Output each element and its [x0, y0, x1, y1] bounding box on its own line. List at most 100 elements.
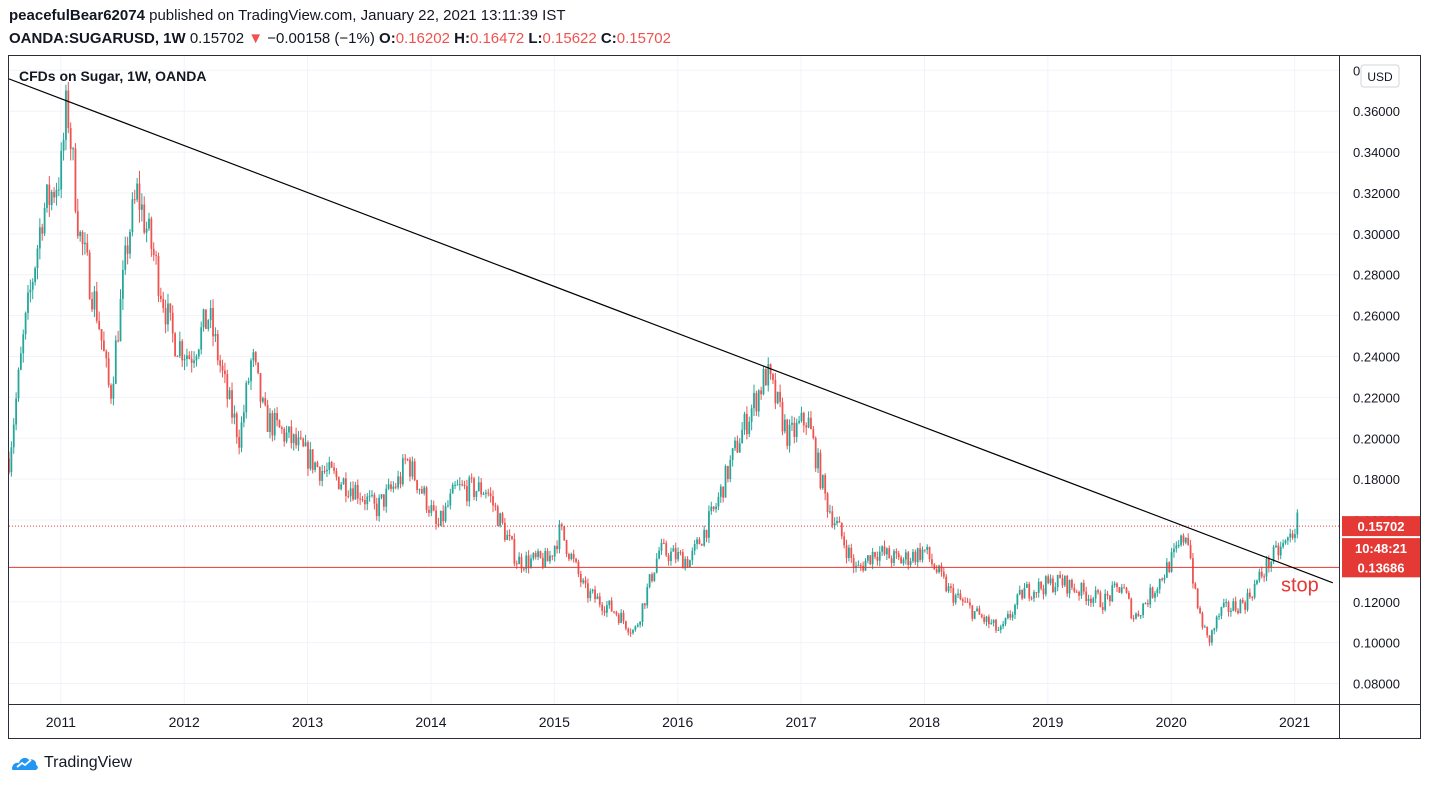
candle-body — [572, 553, 575, 559]
candle-body — [430, 505, 433, 513]
high-value: 0.16472 — [469, 30, 525, 47]
candle-body — [904, 552, 907, 560]
candle-body — [959, 593, 962, 600]
chart-frame[interactable]: stop0.380000.360000.340000.320000.300000… — [8, 55, 1421, 739]
candle-body — [271, 413, 274, 436]
candle-body — [541, 557, 544, 568]
candle-body — [22, 334, 25, 354]
candle-body — [1120, 587, 1123, 593]
candle-body — [1030, 598, 1033, 600]
author-name[interactable]: peacefulBear62074 — [9, 7, 145, 24]
candle-body — [1075, 591, 1078, 593]
candle-body — [705, 529, 708, 538]
candle-body — [375, 503, 378, 517]
candle-body — [1085, 591, 1088, 602]
candle-body — [129, 231, 131, 254]
candles-group — [9, 81, 1299, 646]
candle-body — [264, 398, 267, 406]
candle-body — [923, 549, 926, 551]
candle-body — [551, 555, 554, 557]
price-chart[interactable]: stop0.380000.360000.340000.320000.300000… — [9, 56, 1420, 738]
candle-body — [575, 558, 577, 562]
candle-body — [660, 542, 663, 551]
publish-info: peacefulBear62074 published on TradingVi… — [9, 7, 566, 24]
candle-body — [772, 374, 774, 380]
down-arrow-icon: ▼ — [248, 30, 264, 47]
candle-body — [537, 551, 539, 557]
candle-body — [973, 611, 976, 619]
candle-body — [489, 493, 492, 497]
candle-body — [340, 484, 343, 490]
candle-body — [914, 551, 917, 563]
candle-body — [148, 218, 150, 229]
candle-body — [980, 614, 983, 618]
tradingview-footer[interactable]: TradingView — [10, 753, 132, 773]
low-value: 0.15622 — [542, 30, 597, 47]
candle-body — [1025, 584, 1028, 588]
candle-body — [1037, 581, 1040, 593]
candle-body — [302, 438, 305, 447]
candle-body — [1137, 613, 1140, 617]
x-tick-label: 2018 — [909, 714, 940, 730]
candle-body — [995, 619, 997, 631]
candle-body — [888, 548, 891, 559]
candle-body — [48, 184, 51, 205]
candle-body — [252, 352, 255, 361]
candle-body — [1073, 587, 1076, 592]
candle-body — [406, 459, 409, 461]
candle-body — [280, 427, 283, 429]
candle-body — [762, 369, 765, 395]
candle-body — [1125, 587, 1128, 593]
candle-body — [74, 148, 77, 212]
candle-body — [1118, 587, 1121, 593]
candle-body — [518, 556, 521, 565]
candle-body — [110, 385, 112, 399]
y-tick-label: 0.24000 — [1353, 349, 1400, 364]
candle-body — [439, 510, 442, 526]
candle-body — [1199, 608, 1201, 614]
candle-body — [532, 553, 535, 559]
candle-body — [157, 255, 160, 296]
candle-body — [838, 521, 841, 523]
candle-body — [852, 558, 855, 568]
candle-body — [195, 356, 198, 361]
candle-body — [511, 536, 513, 540]
candle-body — [423, 487, 426, 494]
candle-body — [1071, 579, 1073, 588]
candle-body — [883, 546, 886, 555]
candle-body — [435, 510, 437, 525]
candle-body — [579, 573, 582, 583]
candle-body — [546, 550, 549, 562]
candle-body — [1066, 575, 1069, 594]
candle-body — [36, 248, 39, 269]
candle-body — [912, 551, 914, 562]
candle-body — [418, 489, 421, 491]
candle-body — [269, 413, 271, 432]
candle-body — [674, 548, 677, 560]
y-tick-label: 0.12000 — [1353, 595, 1400, 610]
candle-body — [807, 417, 810, 428]
candle-body — [98, 320, 101, 330]
candle-body — [522, 568, 525, 570]
candle-body — [299, 437, 302, 439]
candle-body — [29, 289, 32, 293]
candle-body — [933, 564, 936, 570]
candle-body — [394, 486, 397, 488]
candle-body — [373, 494, 376, 504]
candle-body — [1044, 576, 1047, 595]
candle-body — [1296, 512, 1299, 535]
candle-body — [802, 412, 805, 426]
candle-body — [335, 470, 338, 477]
currency-button[interactable]: USD — [1360, 64, 1400, 88]
candle-body — [309, 449, 312, 469]
candle-body — [587, 583, 589, 599]
candle-body — [871, 552, 874, 565]
candle-body — [710, 506, 713, 512]
candle-body — [997, 629, 1000, 631]
candle-body — [1220, 607, 1223, 616]
candle-body — [254, 352, 257, 363]
candle-body — [1201, 613, 1204, 628]
candle-body — [954, 595, 957, 603]
candle-body — [60, 150, 63, 190]
candle-body — [606, 605, 608, 613]
